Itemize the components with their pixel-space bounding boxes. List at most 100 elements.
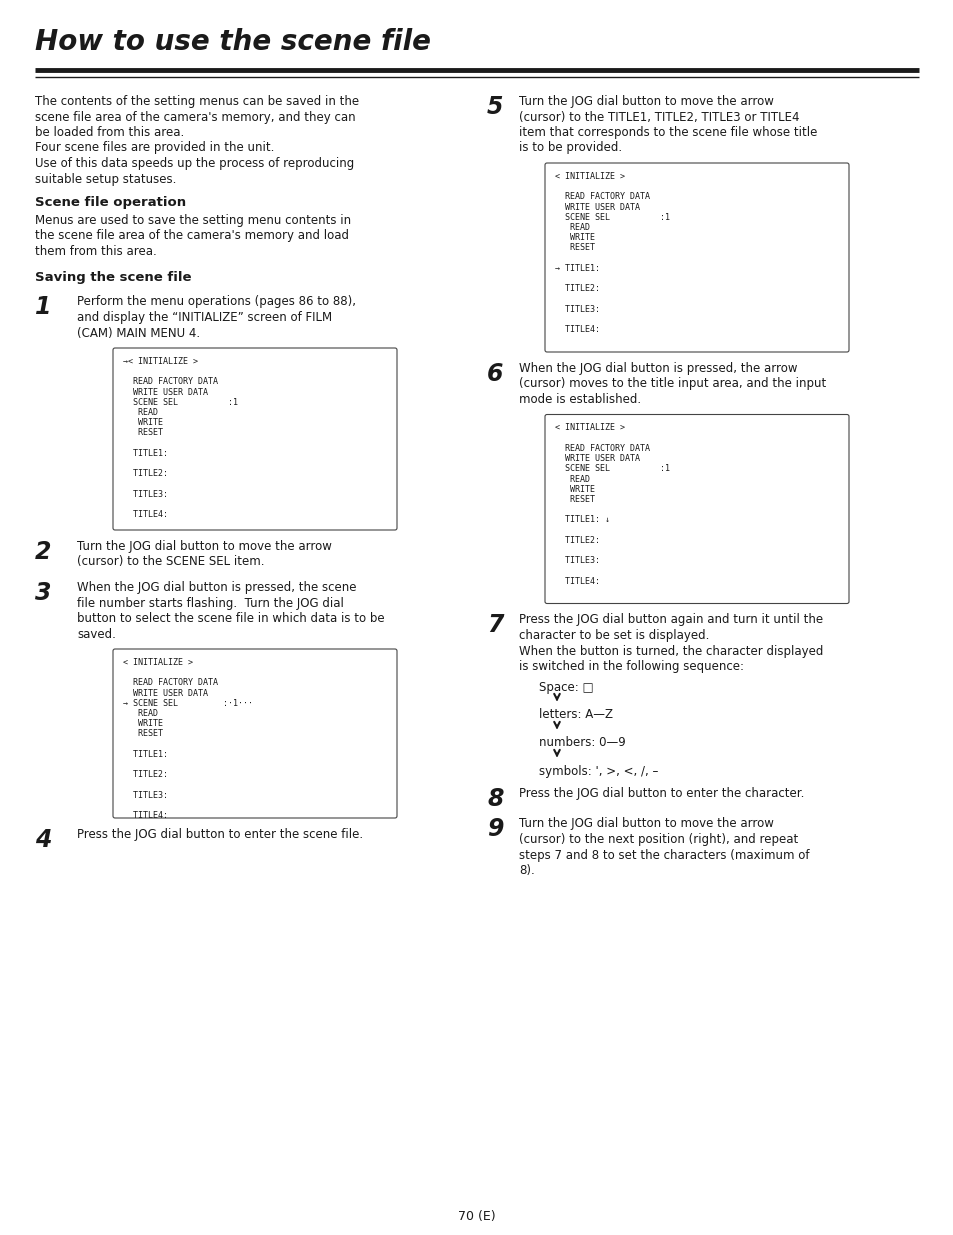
Text: TITLE3:: TITLE3:	[123, 489, 168, 499]
Text: RESET: RESET	[555, 243, 595, 252]
Text: TITLE4:: TITLE4:	[555, 325, 599, 333]
Text: → TITLE1:: → TITLE1:	[555, 264, 599, 273]
Text: WRITE: WRITE	[123, 419, 163, 427]
Text: (CAM) MAIN MENU 4.: (CAM) MAIN MENU 4.	[77, 326, 200, 340]
Text: is to be provided.: is to be provided.	[518, 142, 621, 154]
Text: WRITE: WRITE	[555, 233, 595, 242]
Text: 5: 5	[486, 95, 503, 119]
Text: How to use the scene file: How to use the scene file	[35, 28, 431, 56]
Text: 1: 1	[35, 295, 51, 320]
Text: SCENE SEL          :1: SCENE SEL :1	[555, 464, 669, 473]
Text: TITLE3:: TITLE3:	[555, 305, 599, 314]
Text: item that corresponds to the scene file whose title: item that corresponds to the scene file …	[518, 126, 817, 140]
Text: WRITE USER DATA: WRITE USER DATA	[555, 454, 639, 463]
Text: TITLE2:: TITLE2:	[555, 284, 599, 293]
Text: Press the JOG dial button to enter the scene file.: Press the JOG dial button to enter the s…	[77, 827, 363, 841]
Text: scene file area of the camera's memory, and they can: scene file area of the camera's memory, …	[35, 110, 355, 124]
Text: TITLE1:: TITLE1:	[123, 448, 168, 458]
Text: (cursor) to the TITLE1, TITLE2, TITLE3 or TITLE4: (cursor) to the TITLE1, TITLE2, TITLE3 o…	[518, 110, 799, 124]
Text: the scene file area of the camera's memory and load: the scene file area of the camera's memo…	[35, 230, 349, 242]
Text: → SCENE SEL         :·1···: → SCENE SEL :·1···	[123, 699, 253, 708]
Text: TITLE3:: TITLE3:	[555, 556, 599, 566]
Text: Use of this data speeds up the process of reproducing: Use of this data speeds up the process o…	[35, 157, 354, 170]
Text: Scene file operation: Scene file operation	[35, 196, 186, 209]
Text: READ: READ	[555, 224, 589, 232]
Text: 70 (E): 70 (E)	[457, 1210, 496, 1223]
Text: TITLE2:: TITLE2:	[123, 771, 168, 779]
Text: mode is established.: mode is established.	[518, 393, 640, 406]
Text: RESET: RESET	[123, 429, 163, 437]
Text: (cursor) to the next position (right), and repeat: (cursor) to the next position (right), a…	[518, 832, 798, 846]
FancyBboxPatch shape	[544, 415, 848, 604]
Text: TITLE4:: TITLE4:	[123, 510, 168, 519]
Text: WRITE: WRITE	[555, 484, 595, 494]
Text: < INITIALIZE >: < INITIALIZE >	[123, 658, 193, 667]
Text: Menus are used to save the setting menu contents in: Menus are used to save the setting menu …	[35, 214, 351, 227]
Text: WRITE USER DATA: WRITE USER DATA	[555, 203, 639, 211]
Text: Perform the menu operations (pages 86 to 88),: Perform the menu operations (pages 86 to…	[77, 295, 355, 309]
Text: saved.: saved.	[77, 627, 115, 641]
Text: them from this area.: them from this area.	[35, 245, 156, 258]
Text: TITLE4:: TITLE4:	[555, 577, 599, 585]
Text: When the JOG dial button is pressed, the arrow: When the JOG dial button is pressed, the…	[518, 362, 797, 375]
Text: character to be set is displayed.: character to be set is displayed.	[518, 629, 709, 642]
Text: When the button is turned, the character displayed: When the button is turned, the character…	[518, 645, 822, 657]
Text: (cursor) moves to the title input area, and the input: (cursor) moves to the title input area, …	[518, 378, 825, 390]
Text: Press the JOG dial button to enter the character.: Press the JOG dial button to enter the c…	[518, 787, 803, 799]
Text: READ FACTORY DATA: READ FACTORY DATA	[123, 678, 218, 688]
Text: is switched in the following sequence:: is switched in the following sequence:	[518, 659, 743, 673]
Text: READ: READ	[555, 474, 589, 483]
Text: The contents of the setting menus can be saved in the: The contents of the setting menus can be…	[35, 95, 358, 107]
Text: →< INITIALIZE >: →< INITIALIZE >	[123, 357, 198, 366]
Text: TITLE2:: TITLE2:	[555, 536, 599, 545]
Text: be loaded from this area.: be loaded from this area.	[35, 126, 184, 140]
Text: suitable setup statuses.: suitable setup statuses.	[35, 173, 176, 185]
Text: READ: READ	[123, 709, 158, 718]
FancyBboxPatch shape	[544, 163, 848, 352]
Text: TITLE2:: TITLE2:	[123, 469, 168, 478]
Text: < INITIALIZE >: < INITIALIZE >	[555, 424, 624, 432]
Text: < INITIALIZE >: < INITIALIZE >	[555, 172, 624, 182]
Text: SCENE SEL          :1: SCENE SEL :1	[555, 212, 669, 222]
Text: 8: 8	[486, 787, 503, 810]
Text: 4: 4	[35, 827, 51, 852]
Text: Four scene files are provided in the unit.: Four scene files are provided in the uni…	[35, 142, 274, 154]
Text: 6: 6	[486, 362, 503, 387]
Text: TITLE1: ↓: TITLE1: ↓	[555, 515, 609, 525]
Text: READ FACTORY DATA: READ FACTORY DATA	[555, 193, 649, 201]
Text: 3: 3	[35, 580, 51, 605]
Text: WRITE: WRITE	[123, 719, 163, 729]
Text: When the JOG dial button is pressed, the scene: When the JOG dial button is pressed, the…	[77, 580, 356, 594]
Text: READ FACTORY DATA: READ FACTORY DATA	[555, 443, 649, 453]
Text: 2: 2	[35, 540, 51, 564]
Text: Saving the scene file: Saving the scene file	[35, 270, 192, 284]
Text: numbers: 0—9: numbers: 0—9	[538, 736, 625, 750]
Text: 9: 9	[486, 818, 503, 841]
FancyBboxPatch shape	[112, 650, 396, 818]
Text: Space: □: Space: □	[538, 680, 593, 694]
Text: file number starts flashing.  Turn the JOG dial: file number starts flashing. Turn the JO…	[77, 597, 343, 610]
Text: RESET: RESET	[123, 730, 163, 739]
Text: TITLE1:: TITLE1:	[123, 750, 168, 758]
Text: Turn the JOG dial button to move the arrow: Turn the JOG dial button to move the arr…	[518, 95, 773, 107]
Text: Turn the JOG dial button to move the arrow: Turn the JOG dial button to move the arr…	[518, 818, 773, 830]
Text: WRITE USER DATA: WRITE USER DATA	[123, 388, 208, 396]
FancyBboxPatch shape	[112, 348, 396, 530]
Text: 8).: 8).	[518, 864, 535, 877]
Text: RESET: RESET	[555, 495, 595, 504]
Text: and display the “INITIALIZE” screen of FILM: and display the “INITIALIZE” screen of F…	[77, 311, 332, 324]
Text: READ: READ	[123, 408, 158, 417]
Text: button to select the scene file in which data is to be: button to select the scene file in which…	[77, 613, 384, 625]
Text: Press the JOG dial button again and turn it until the: Press the JOG dial button again and turn…	[518, 614, 822, 626]
Text: WRITE USER DATA: WRITE USER DATA	[123, 689, 208, 698]
Text: READ FACTORY DATA: READ FACTORY DATA	[123, 378, 218, 387]
Text: Turn the JOG dial button to move the arrow: Turn the JOG dial button to move the arr…	[77, 540, 332, 553]
Text: 7: 7	[486, 614, 503, 637]
Text: SCENE SEL          :1: SCENE SEL :1	[123, 398, 237, 406]
Text: symbols: ', >, <, /, –: symbols: ', >, <, /, –	[538, 764, 658, 778]
Text: (cursor) to the SCENE SEL item.: (cursor) to the SCENE SEL item.	[77, 556, 264, 568]
Text: letters: A—Z: letters: A—Z	[538, 709, 613, 721]
Text: TITLE4:: TITLE4:	[123, 811, 168, 820]
Text: steps 7 and 8 to set the characters (maximum of: steps 7 and 8 to set the characters (max…	[518, 848, 809, 862]
Text: TITLE3:: TITLE3:	[123, 790, 168, 799]
